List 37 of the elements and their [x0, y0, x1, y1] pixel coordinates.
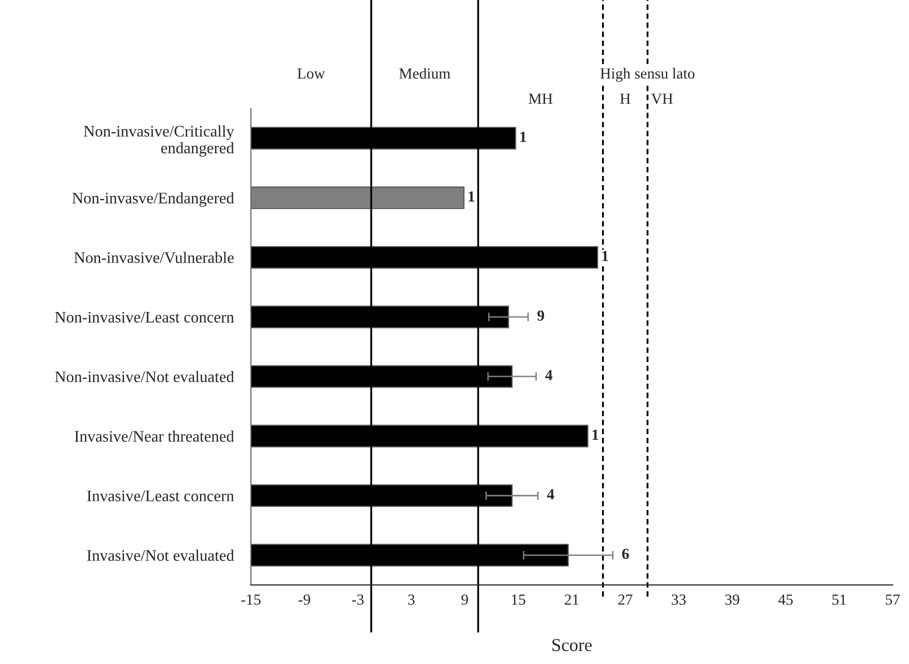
y-tick-label: Non-invasive/Not evaluated — [55, 370, 234, 382]
x-tick-label: 45 — [778, 594, 793, 605]
annotation: 4 — [545, 370, 552, 380]
x-tick-label: 39 — [725, 594, 740, 605]
annotation: 1 — [520, 132, 526, 142]
annotation: 4 — [547, 489, 554, 500]
text: H — [620, 94, 630, 104]
text: Medium — [399, 68, 450, 79]
x-tick-label: 21 — [564, 594, 578, 605]
text: VH — [651, 94, 673, 104]
y-tick-label: Non-invasive/Vulnerable — [74, 252, 234, 264]
x-axis-title: Score — [552, 638, 592, 652]
text: High sensu lato — [600, 68, 694, 82]
text: MH — [528, 94, 552, 104]
x-tick-label: 51 — [832, 594, 846, 605]
text: Low — [297, 68, 325, 79]
y-tick-label: Invasive/Least concern — [87, 490, 234, 502]
y-tick-label: Non-invasve/Endangered — [72, 192, 234, 207]
y-tick-label: Invasive/Not evaluated — [87, 550, 234, 561]
x-tick-label: 33 — [672, 594, 686, 605]
y-tick-label: Non-invasive/Critically endangered — [84, 125, 234, 157]
y-tick-label: Non-invasive/Least concern — [55, 312, 234, 323]
y-tick-label: Invasive/Near threatened — [74, 430, 234, 442]
x-tick-label: -15 — [241, 594, 260, 605]
bar — [250, 186, 464, 210]
annotation: 9 — [537, 310, 544, 321]
x-tick-label: -3 — [352, 594, 364, 605]
annotation: 6 — [622, 548, 629, 560]
annotation: 1 — [602, 250, 608, 262]
annotation: 1 — [592, 430, 598, 440]
annotation: 1 — [468, 191, 474, 202]
x-tick-label: -9 — [298, 594, 310, 605]
x-tick-label: 57 — [886, 594, 900, 605]
x-tick-label: 3 — [408, 594, 415, 605]
x-tick-label: 27 — [618, 594, 632, 605]
x-tick-label: 9 — [461, 594, 468, 605]
x-tick-label: 15 — [512, 594, 526, 605]
